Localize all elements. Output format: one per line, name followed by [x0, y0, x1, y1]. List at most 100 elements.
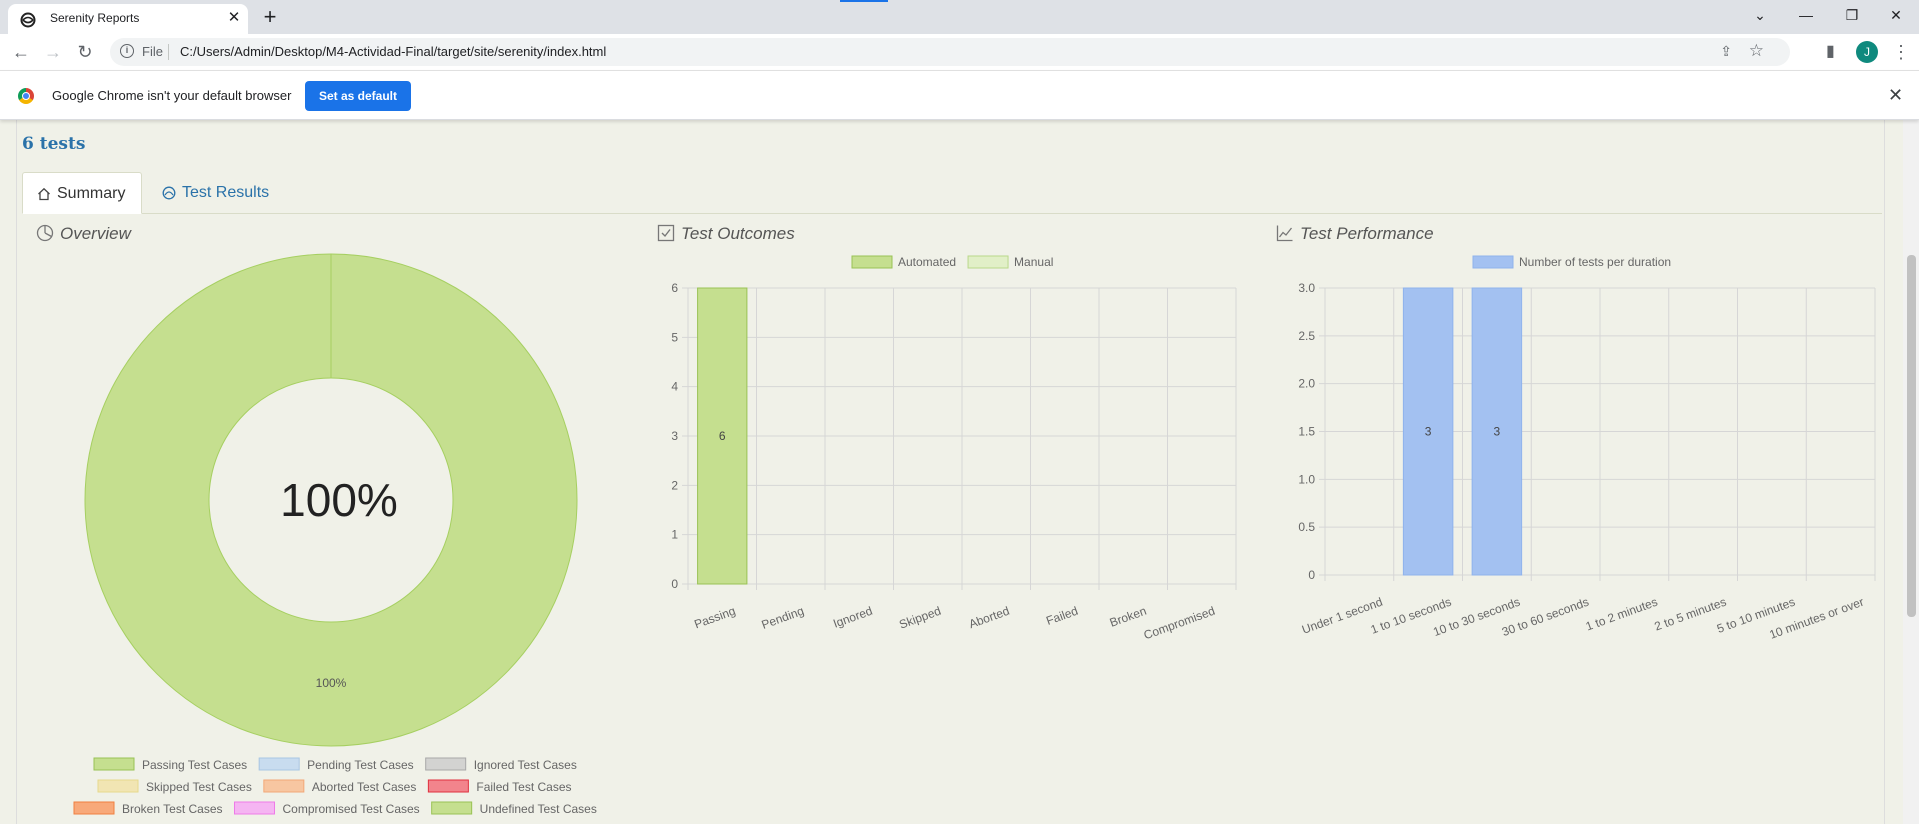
legend-label-series-1: Manual: [1014, 255, 1053, 269]
legend-swatch-series-0: [851, 255, 893, 269]
serenity-favicon-icon: [20, 12, 36, 28]
set-as-default-button[interactable]: Set as default: [305, 81, 411, 111]
legend-swatch-5: [427, 779, 469, 793]
tab-test-results-label: Test Results: [182, 184, 270, 201]
page-left-border: [16, 120, 17, 824]
y-tick-label-3: 1.5: [1298, 425, 1315, 439]
url-text[interactable]: C:/Users/Admin/Desktop/M4-Actividad-Fina…: [180, 44, 607, 59]
window-close-icon[interactable]: ✕: [1890, 7, 1902, 23]
y-tick-label-1: 0.5: [1298, 520, 1315, 534]
new-tab-icon[interactable]: +: [263, 4, 277, 29]
bar-0-1: [1402, 287, 1454, 576]
bar-0-2: [1471, 287, 1523, 576]
x-tick-label-4: 1 to 2 minutes: [1584, 595, 1660, 634]
legend-label-4: Aborted Test Cases: [312, 780, 417, 794]
back-arrow-icon[interactable]: ←: [12, 42, 30, 62]
bookmark-star-icon[interactable]: ☆: [1748, 41, 1764, 60]
bar-data-label-0-2: 3: [1494, 425, 1501, 439]
bar-0-0: [697, 287, 748, 585]
y-tick-label-6: 3.0: [1298, 281, 1315, 295]
y-tick-label-4: 4: [671, 380, 678, 394]
browser-toolbar: ← → ↻ i File C:/Users/Admin/Desktop/M4-A…: [0, 34, 1919, 70]
x-tick-label-2: Ignored: [831, 604, 874, 631]
close-tab-icon[interactable]: ✕: [227, 9, 241, 26]
y-tick-label-5: 2.5: [1298, 329, 1315, 343]
page-scrollbar[interactable]: [1903, 120, 1919, 824]
x-tick-label-5: Failed: [1044, 604, 1080, 628]
home-icon: [38, 187, 50, 201]
legend-label-series-0: Number of tests per duration: [1519, 255, 1671, 269]
test-outcomes-title: Test Outcomes: [681, 224, 795, 243]
bar-data-label-0-1: 3: [1425, 425, 1432, 439]
test-performance-title: Test Performance: [1300, 224, 1434, 243]
side-panel-icon[interactable]: ▮: [1826, 43, 1835, 60]
url-separator: [168, 44, 169, 60]
reload-icon[interactable]: ↻: [77, 42, 93, 62]
bar-data-label-0-0: 6: [719, 429, 726, 443]
x-tick-label-0: Passing: [692, 604, 737, 632]
overview-doughnut-chart: 100% 100% Passing Test Cases Pending Test C…: [73, 253, 597, 816]
checkbox-icon: [657, 224, 675, 242]
scrollbar-thumb[interactable]: [1907, 255, 1916, 617]
default-browser-infobar: Google Chrome isn't your default browser…: [0, 70, 1919, 120]
share-icon[interactable]: ⇪: [1720, 43, 1732, 59]
y-tick-label-2: 1.0: [1298, 472, 1315, 486]
tab-test-results[interactable]: Test Results: [150, 172, 290, 214]
legend-swatch-series-1: [967, 255, 1009, 269]
address-bar[interactable]: i File C:/Users/Admin/Desktop/M4-Activid…: [110, 38, 1790, 66]
minimize-icon[interactable]: —: [1799, 7, 1813, 23]
dashboard-gauge-icon: [162, 186, 176, 200]
report-page: 6 tests Summary Test Results Overview Te…: [0, 120, 1903, 824]
x-tick-label-6: Broken: [1108, 604, 1149, 630]
legend-swatch-2: [425, 757, 467, 771]
tab-summary[interactable]: Summary: [22, 172, 142, 214]
y-tick-label-3: 3: [671, 429, 678, 443]
legend-swatch-8: [431, 801, 473, 815]
profile-avatar[interactable]: J: [1856, 41, 1878, 63]
legend-label-0: Passing Test Cases: [142, 758, 247, 772]
legend-label-series-0: Automated: [898, 255, 956, 269]
pie-center-label: 100%: [280, 474, 398, 526]
page-right-border: [1884, 120, 1885, 824]
y-tick-label-0: 0: [1308, 568, 1315, 582]
legend-label-8: Undefined Test Cases: [480, 802, 597, 816]
browser-tab[interactable]: Serenity Reports ✕: [8, 4, 248, 34]
infobar-message: Google Chrome isn't your default browser: [52, 88, 292, 103]
forward-arrow-icon[interactable]: →: [44, 42, 62, 62]
y-tick-label-1: 1: [671, 528, 678, 542]
legend-swatch-3: [97, 779, 139, 793]
chrome-logo-icon: [18, 88, 34, 104]
tab-search-chevron-icon[interactable]: ⌄: [1754, 7, 1766, 23]
tests-count-heading: 6 tests: [22, 134, 86, 154]
url-scheme-label: File: [142, 44, 163, 59]
x-tick-label-7: Compromised: [1142, 604, 1217, 643]
x-tick-label-4: Aborted: [967, 604, 1011, 632]
overview-title: Overview: [60, 224, 131, 243]
y-tick-label-0: 0: [671, 577, 678, 591]
x-tick-label-1: Pending: [760, 604, 806, 632]
test-outcomes-bar-chart: 0 1 2 3 4 5 6 6 Passing Pending Ignored Skipped Abor…: [671, 255, 1237, 643]
legend-label-7: Compromised Test Cases: [283, 802, 420, 816]
restore-icon[interactable]: ❐: [1845, 7, 1859, 23]
browser-tab-title: Serenity Reports: [50, 11, 140, 25]
legend-label-2: Ignored Test Cases: [474, 758, 577, 772]
legend-swatch-0: [93, 757, 135, 771]
browser-menu-icon[interactable]: ⋮: [1892, 42, 1910, 62]
legend-label-1: Pending Test Cases: [307, 758, 414, 772]
pie-chart-icon: [36, 224, 54, 242]
y-tick-label-6: 6: [671, 281, 678, 295]
line-chart-icon: [1276, 225, 1293, 242]
infobar-close-icon[interactable]: ✕: [1888, 85, 1904, 105]
y-tick-label-5: 5: [671, 330, 678, 344]
legend-label-5: Failed Test Cases: [476, 780, 571, 794]
browser-tab-strip: Serenity Reports ✕ + ⌄ — ❐ ✕: [0, 0, 1919, 34]
legend-swatch-7: [234, 801, 275, 815]
legend-label-3: Skipped Test Cases: [146, 780, 252, 794]
legend-swatch-series-0: [1472, 255, 1514, 269]
legend-swatch-1: [258, 757, 300, 771]
pie-slice-label: 100%: [316, 676, 347, 690]
legend-label-6: Broken Test Cases: [122, 802, 223, 816]
x-tick-label-3: Skipped: [897, 604, 943, 632]
site-info-icon[interactable]: i: [120, 44, 134, 58]
